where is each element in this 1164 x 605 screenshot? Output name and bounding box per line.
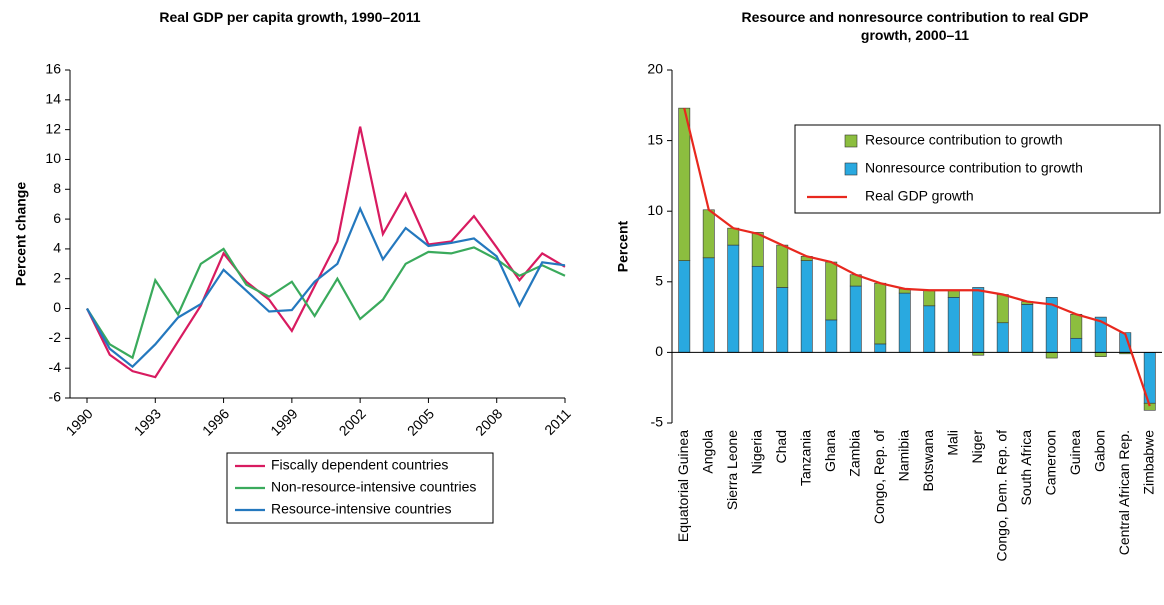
y-tick-label: 4 [53,240,61,256]
x-tick-label: Angola [699,430,715,474]
x-tick-label: 1993 [131,405,164,438]
bar [996,294,1009,324]
x-tick-label: 1999 [267,405,300,438]
y-tick-label: -2 [49,329,62,345]
bar [1021,304,1034,353]
y-tick-label: -4 [49,359,62,375]
bar [678,260,691,353]
legend-box [226,452,494,524]
x-tick-label: 2005 [404,405,437,438]
x-tick-label: 2002 [336,405,369,438]
legend-swatch [844,162,858,176]
bar [996,322,1009,353]
bar [1070,337,1083,353]
x-tick-label: Congo, Dem. Rep. of [993,430,1009,562]
bar [947,297,960,353]
x-tick-label: Mali [944,430,960,456]
x-tick-label: Chad [773,430,789,463]
x-tick-label: Sierra Leone [724,430,740,510]
x-tick-label: Niger [969,430,985,464]
chart-title: Real GDP per capita growth, 1990–2011 [159,9,421,25]
x-tick-label: Guinea [1067,430,1083,475]
y-tick-label: 12 [45,120,61,136]
series-line [86,246,566,360]
bar [874,343,887,353]
bar [923,289,936,307]
series-line [86,126,566,379]
legend-swatch [844,134,858,148]
bar [923,305,936,353]
bar [972,287,985,353]
x-tick-label: Zimbabwe [1140,430,1156,495]
y-tick-label: 5 [655,273,663,289]
x-tick-label: Nigeria [748,430,764,475]
bar [849,285,862,353]
series-line [683,107,1151,407]
y-tick-label: 15 [647,131,663,147]
bar [702,257,715,353]
legend-label: Real GDP growth [865,188,974,204]
bar [1045,352,1058,359]
bar [702,209,715,259]
bar [751,265,764,353]
bar [1070,313,1083,339]
y-tick-label: 14 [45,91,61,107]
y-tick-label: 10 [45,150,61,166]
y-tick-label: 0 [53,299,61,315]
bar [727,244,740,353]
legend-label: Resource-intensive countries [271,501,452,517]
x-tick-label: Ghana [822,430,838,472]
y-tick-label: 8 [53,180,61,196]
x-tick-label: Namibia [895,430,911,482]
y-tick-label: 10 [647,202,663,218]
legend-label: Fiscally dependent countries [271,457,448,473]
bar [898,292,911,353]
bar [776,287,789,353]
bar [727,227,740,246]
x-tick-label: Gabon [1091,430,1107,472]
x-tick-label: South Africa [1018,430,1034,506]
bar [776,244,789,288]
bar [678,107,691,261]
x-tick-label: Equatorial Guinea [675,430,691,542]
bar [800,260,813,353]
y-tick-label: 6 [53,210,61,226]
y-tick-label: 0 [655,343,663,359]
chart-title: Resource and nonresource contribution to… [741,9,1089,43]
series-line [86,205,566,369]
y-tick-label: 2 [53,269,61,285]
x-tick-label: 2011 [541,405,574,438]
x-tick-label: Zambia [846,430,862,477]
x-tick-label: Central African Rep. [1116,430,1132,555]
x-tick-label: 1996 [199,405,232,438]
legend-label: Resource contribution to growth [865,132,1063,148]
y-tick-label: 16 [45,61,61,77]
x-tick-label: Congo, Rep. of [871,430,887,524]
x-tick-label: 2008 [472,405,505,438]
x-tick-label: Cameroon [1042,430,1058,495]
y-axis-label: Percent change [13,182,29,286]
bar [751,232,764,267]
bar [825,261,838,321]
y-tick-label: 20 [647,61,663,77]
x-tick-label: 1990 [62,405,95,438]
y-tick-label: -5 [651,414,664,430]
bar [874,282,887,345]
x-tick-label: Tanzania [797,430,813,486]
bar [825,319,838,353]
x-tick-label: Botswana [920,430,936,492]
y-tick-label: -6 [49,389,62,405]
y-axis-label: Percent [615,220,631,272]
legend-label: Non-resource-intensive countries [271,479,476,495]
legend-label: Nonresource contribution to growth [865,160,1083,176]
bar [1094,352,1107,357]
